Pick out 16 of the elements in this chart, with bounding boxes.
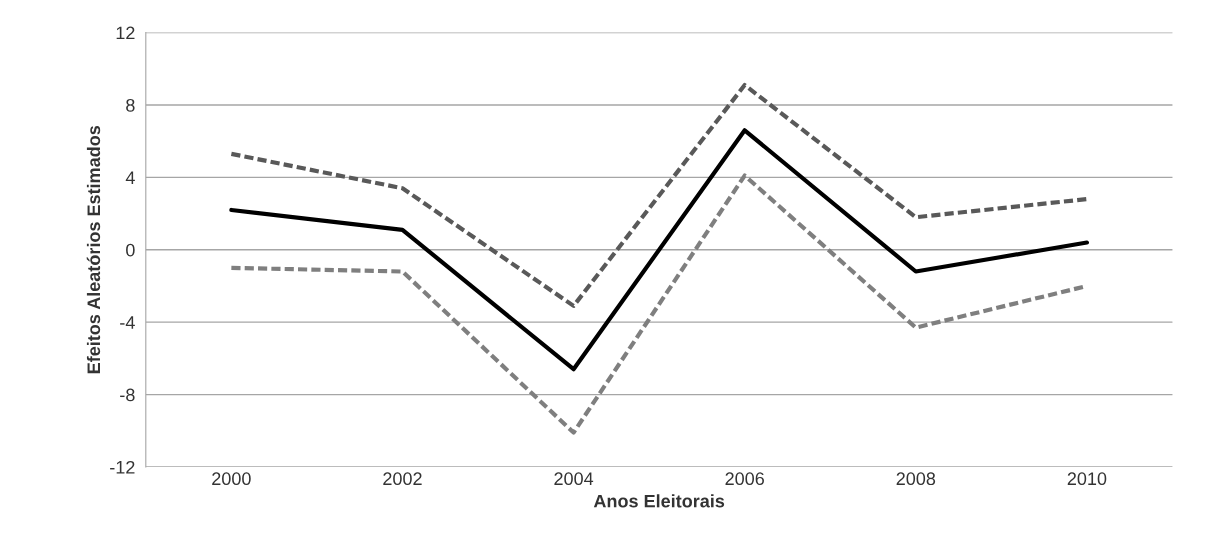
y-tick-label: -8 bbox=[120, 388, 135, 402]
x-tick-label: 2002 bbox=[383, 472, 422, 486]
y-tick-label: 4 bbox=[125, 171, 135, 184]
x-tick-label: 2006 bbox=[725, 472, 764, 486]
y-axis-title: Efeitos Aleatórios Estimados bbox=[86, 125, 101, 374]
y-tick-label: 8 bbox=[126, 98, 135, 112]
line-series bbox=[229, 128, 1090, 372]
y-tick-label: 12 bbox=[116, 26, 135, 40]
y-tick-label: -12 bbox=[110, 460, 135, 474]
y-tick-label: 0 bbox=[126, 243, 135, 257]
y-tick-label: -4 bbox=[120, 316, 135, 329]
x-tick-label: 2010 bbox=[1067, 472, 1107, 486]
x-axis-title: Anos Eleitorais bbox=[593, 494, 725, 508]
x-tick-label: 2000 bbox=[212, 472, 251, 486]
x-tick-label: 2004 bbox=[554, 472, 594, 486]
x-tick-label: 2008 bbox=[896, 472, 936, 486]
